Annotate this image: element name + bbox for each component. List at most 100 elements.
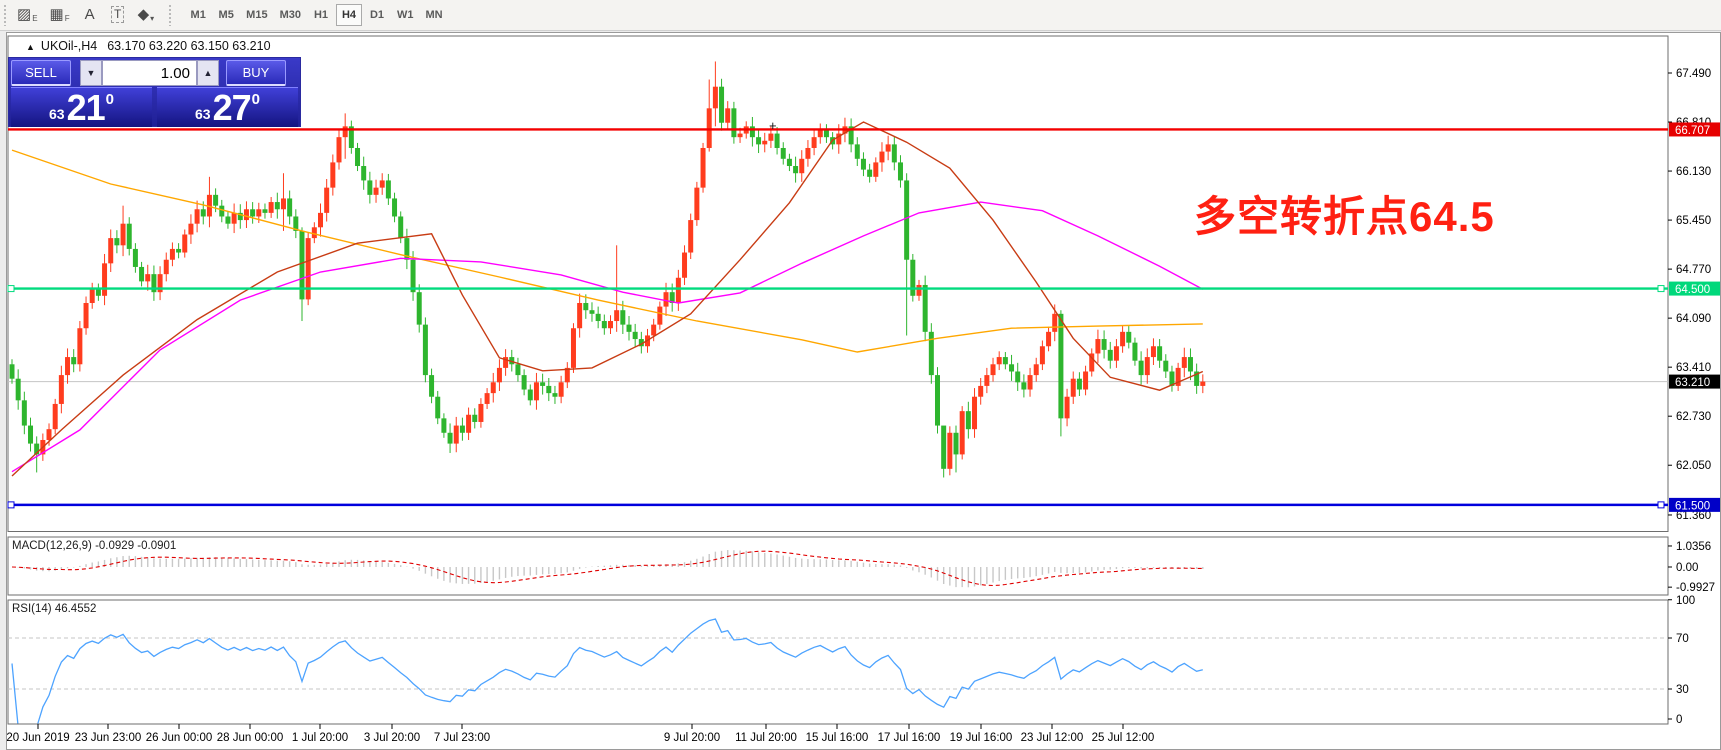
candle-body — [1200, 381, 1206, 386]
candle-body — [885, 144, 891, 152]
candle-body — [935, 375, 940, 426]
hline-64.500[interactable] — [7, 285, 1668, 293]
candle-body — [700, 147, 706, 188]
candle-body — [151, 274, 157, 293]
tab-timeframe-h4[interactable]: H4 — [335, 4, 362, 26]
rsi-axis-label: 100 — [1676, 595, 1695, 607]
hline-61.500[interactable] — [7, 501, 1668, 509]
candle-body — [774, 133, 780, 148]
line-handle[interactable] — [7, 285, 15, 293]
candle-body — [972, 396, 978, 430]
candle-body — [614, 310, 620, 322]
candle-body — [287, 198, 293, 217]
candle-body — [1157, 346, 1163, 361]
volume-stepper: ▼ ▲ — [80, 60, 219, 86]
line-handle[interactable] — [1657, 501, 1665, 509]
candle-body — [799, 158, 805, 174]
candle-body — [879, 151, 885, 163]
tab-timeframe-m15[interactable]: M15 — [246, 9, 268, 21]
candle-body — [601, 321, 607, 329]
candle-body — [318, 212, 323, 228]
chart-title: ▲ UKOil-,H4 63.170 63.220 63.150 63.210 — [26, 39, 271, 53]
toolbar: ▨ E ▦ F A T ◆ ▾ M1 M5 M15 M30 H1 H4 D1 W1 MN — [0, 0, 1721, 31]
candle-body — [231, 212, 237, 224]
volume-input[interactable] — [102, 60, 197, 86]
line-handle[interactable] — [1657, 285, 1665, 293]
candle-body — [873, 162, 879, 177]
sell-button[interactable]: SELL — [11, 60, 71, 86]
tab-timeframe-m5[interactable]: M5 — [218, 9, 234, 21]
hatch-pattern-tool-icon[interactable]: ▨ E — [17, 6, 38, 23]
candle-body — [256, 209, 262, 217]
sell-price-pips: 21 — [66, 87, 106, 128]
tab-timeframe-d1[interactable]: D1 — [369, 9, 385, 21]
candle-body — [1181, 357, 1187, 368]
tab-timeframe-mn[interactable]: MN — [425, 9, 443, 21]
price-axis-label: 64.090 — [1676, 313, 1711, 325]
candle-body — [206, 194, 212, 217]
tab-timeframe-w1[interactable]: W1 — [396, 9, 414, 21]
chart-text-annotation[interactable]: 多空转折点64.5 — [1194, 193, 1495, 240]
collapse-panel-icon[interactable]: ▲ — [26, 42, 35, 52]
candle-body — [305, 238, 311, 300]
candles-group — [9, 61, 1206, 478]
candle-body — [953, 432, 959, 455]
buy-price-pips: 27 — [212, 87, 252, 128]
candle-body — [848, 126, 854, 145]
candle-body — [58, 375, 64, 404]
price-badge-bg — [1669, 281, 1720, 296]
candle-body — [453, 425, 459, 444]
candle-body — [237, 212, 243, 221]
textbox-tool-icon[interactable]: T — [106, 3, 130, 27]
tab-timeframe-m30[interactable]: M30 — [279, 9, 301, 21]
time-axis-label: 25 Jul 12:00 — [1092, 732, 1155, 744]
moving-averages-group — [11, 121, 1204, 477]
candle-body — [811, 137, 817, 148]
rsi-panel[interactable] — [7, 599, 1669, 725]
candle-body — [965, 411, 971, 430]
candle-body — [9, 364, 15, 379]
price-axis-label: 62.050 — [1676, 460, 1711, 472]
toolbar-drag-handle[interactable] — [3, 4, 8, 26]
toolbar-drag-handle[interactable] — [168, 4, 174, 26]
volume-decrease-icon[interactable]: ▼ — [80, 60, 102, 86]
candle-body — [897, 162, 903, 181]
ma-fast-redbrown-line — [11, 121, 1204, 477]
grid-pattern-tool-icon[interactable]: ▦ F — [49, 6, 70, 23]
candle-body — [836, 133, 842, 145]
shapes-tool-icon[interactable]: ◆ ▾ — [137, 6, 155, 23]
line-handle[interactable] — [7, 501, 15, 509]
candle-body — [1126, 331, 1132, 343]
time-axis-label: 23 Jul 12:00 — [1021, 732, 1084, 744]
macd-axis[interactable]: 1.0356 0.00 -0.9927 — [1668, 541, 1715, 594]
candle-body — [632, 331, 638, 340]
tab-timeframe-m1[interactable]: M1 — [190, 9, 206, 21]
rsi-axis[interactable]: 100 70 30 0 — [1668, 595, 1695, 726]
candle-body — [1169, 371, 1175, 386]
candle-body — [509, 357, 515, 365]
candle-body — [490, 382, 496, 394]
candle-body — [663, 292, 669, 307]
macd-panel[interactable] — [7, 536, 1669, 596]
candle-body — [330, 162, 336, 188]
tab-timeframe-h1[interactable]: H1 — [313, 9, 329, 21]
candle-body — [984, 375, 990, 386]
volume-increase-icon[interactable]: ▲ — [197, 60, 219, 86]
time-axis[interactable]: 20 Jun 2019 23 Jun 23:00 26 Jun 00:00 28 Ju… — [6, 724, 1154, 744]
buy-price-button[interactable]: 63 27 0 — [157, 87, 298, 127]
ma-mid-magenta-line — [11, 201, 1204, 473]
candle-body — [1064, 396, 1070, 419]
text-label-tool-icon[interactable]: A — [84, 6, 95, 23]
candle-body — [398, 216, 404, 239]
candle-body — [1132, 342, 1138, 361]
sell-price-button[interactable]: 63 21 0 — [11, 87, 152, 127]
candle-body — [89, 288, 95, 303]
candle-body — [120, 223, 126, 246]
candle-body — [77, 328, 83, 365]
candle-body — [28, 425, 34, 444]
candle-body — [361, 166, 367, 181]
macd-axis-label: 1.0356 — [1676, 541, 1711, 553]
buy-button[interactable]: BUY — [226, 60, 286, 86]
rsi-line — [11, 618, 1203, 724]
